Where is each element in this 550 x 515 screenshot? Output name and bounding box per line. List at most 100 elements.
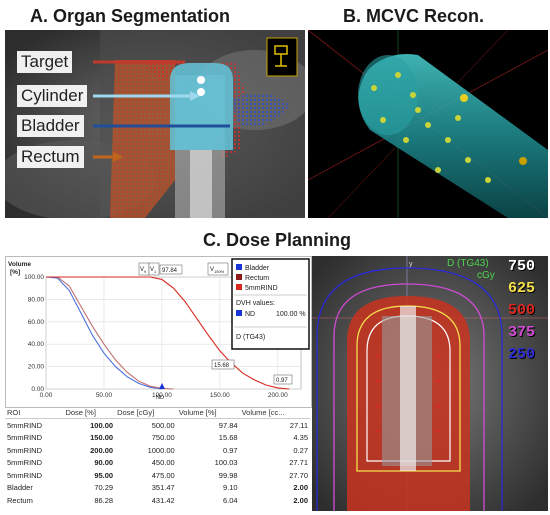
isodose-svg: y: [312, 256, 548, 511]
mcvc-svg: [308, 30, 548, 218]
dvh-values-label: DVH values:: [236, 300, 275, 307]
mcvc-reconstruction-image: [308, 30, 548, 218]
x-tick-label: 50.00: [96, 392, 113, 399]
cell-volume-pct: 6.04: [222, 495, 238, 505]
cell-dose-pct: 70.29: [94, 483, 114, 493]
cell-roi: 5mmRIND: [7, 433, 42, 443]
cylinder-applicator: [170, 63, 233, 150]
dvh-ylabel-2: [%]: [10, 269, 20, 276]
cell-roi: 5mmRIND: [7, 445, 42, 455]
cell-volume-cc: 27.71: [289, 458, 308, 468]
nd-label: ND: [245, 311, 255, 318]
y-tick-label: 20.00: [28, 364, 45, 371]
col-dose-pct: Dose [%]: [63, 407, 116, 419]
cell-dose-pct: 100.00: [90, 420, 114, 430]
marker-v150-sub: 150%: [214, 269, 225, 274]
legend-rectum: Rectum: [245, 275, 269, 282]
cell-volume-cc: 2.00: [293, 483, 308, 493]
marker-v100-sub: 1: [154, 269, 157, 274]
table-row[interactable]: 5mmRIND 200.00 1000.00 0.97 0.27: [5, 444, 310, 457]
table-row[interactable]: 5mmRIND 90.00 450.00 100.03 27.71: [5, 457, 310, 470]
panel-a-title: A. Organ Segmentation: [30, 6, 231, 26]
label-rectum: Rectum: [17, 146, 84, 168]
x-tick-label: 150.00: [210, 392, 230, 399]
legend-swatch-bladder: [236, 264, 242, 270]
nd-marker-icon: [159, 383, 165, 389]
marker-v90: V: [140, 267, 144, 273]
cell-dose-pct: 90.00: [94, 458, 114, 468]
cell-dose-pct: 95.00: [94, 470, 114, 480]
nd-value: 100.00 %: [276, 311, 306, 318]
y-tick-label: 80.00: [28, 296, 45, 303]
dvh-legend-box: [231, 258, 310, 350]
cell-dose-pct: 86.28: [94, 495, 114, 505]
label-target: Target: [17, 51, 73, 73]
cell-volume-pct: 99.98: [218, 470, 238, 480]
source-dot-1: [197, 76, 205, 84]
isodose-500: 500: [508, 302, 536, 319]
cell-dose-cgy: 431.42: [151, 495, 175, 505]
cell-dose-cgy: 450.00: [151, 458, 175, 468]
cell-volume-pct: 9.10: [222, 483, 238, 493]
table-row[interactable]: Rectum 86.28 431.42 6.04 2.00: [5, 494, 310, 507]
x-tick-label: 100.00: [152, 392, 172, 399]
bladder-region: [230, 93, 290, 127]
nd-swatch: [236, 310, 242, 316]
legend-5mmrind: 5mmRIND: [245, 285, 278, 292]
cell-volume-pct: 100.03: [214, 458, 238, 468]
cell-volume-pct: 0.97: [222, 445, 238, 455]
ct-segmentation-svg: [5, 30, 305, 218]
table-row[interactable]: Bladder 70.29 351.47 9.10 2.00: [5, 482, 310, 495]
label-bladder: Bladder: [17, 115, 84, 137]
col-volume-pct: Volume [%]: [176, 407, 240, 419]
x-tick-label: 0.00: [40, 392, 53, 399]
applicator-channel: [400, 306, 416, 471]
dwell-points: [376, 354, 440, 433]
cell-dose-cgy: 750.00: [151, 433, 175, 443]
series-line-5mmrind: [46, 276, 290, 390]
marker-point: [460, 94, 468, 102]
dose-table: ROI Dose [%] Dose [cGy] Volume [%] Volum…: [5, 407, 310, 507]
table-row[interactable]: 5mmRIND 95.00 475.00 99.98 27.70: [5, 469, 310, 482]
cell-volume-cc: 27.11: [289, 420, 308, 430]
cell-roi: Bladder: [7, 483, 33, 493]
cell-volume-pct: 15.68: [218, 433, 238, 443]
y-tick-label: 40.00: [28, 341, 45, 348]
isodose-625: 625: [508, 280, 536, 297]
isodose-title: D (TG43): [447, 258, 489, 269]
cell-dose-cgy: 500.00: [151, 420, 175, 430]
source-dot-2: [197, 88, 205, 96]
marker-v90-sub: 9: [144, 269, 147, 274]
orientation-icon: [266, 37, 298, 77]
marker-v100: V: [150, 267, 154, 273]
cell-dose-pct: 150.00: [90, 433, 114, 443]
cell-volume-cc: 4.35: [293, 433, 308, 443]
y-tick-label: 100.00: [24, 274, 44, 281]
dvh-tg43-label: D (TG43): [236, 334, 265, 341]
marker-97-84: 97.84: [162, 268, 178, 274]
y-tick-label: 0.00: [31, 386, 44, 393]
cell-dose-cgy: 475.00: [151, 470, 175, 480]
table-row[interactable]: 5mmRIND 100.00 500.00 97.84 27.11: [5, 419, 310, 432]
table-row[interactable]: 5mmRIND 150.00 750.00 15.68 4.35: [5, 432, 310, 445]
col-dose-cgy: Dose [cGy]: [115, 407, 177, 419]
dvh-chart: 100.00 80.00 60.00 40.00 20.00 0.00 0.00 50.00…: [5, 256, 312, 408]
series-line-rectum: [46, 276, 174, 390]
cell-roi: Rectum: [7, 495, 33, 505]
isodose-image: y D (TG43) cGy 750 625 500 375 250: [312, 256, 548, 511]
cell-volume-cc: 2.00: [293, 495, 308, 505]
cell-roi: 5mmRIND: [7, 470, 42, 480]
cell-dose-cgy: 351.47: [151, 483, 175, 493]
col-volume-cc: Volume [cc...: [239, 407, 310, 419]
axis-y-label: y: [409, 261, 413, 268]
panel-c-title: C. Dose Planning: [203, 230, 352, 250]
isodose-375-line: [333, 283, 485, 511]
cell-dose-pct: 200.00: [90, 445, 114, 455]
y-tick-label: 60.00: [28, 319, 45, 326]
dose-table-header: ROI Dose [%] Dose [cGy] Volume [%] Volum…: [5, 407, 310, 419]
cell-roi: 5mmRIND: [7, 420, 42, 430]
dvh-chart-svg: 100.00 80.00 60.00 40.00 20.00 0.00 0.00 50.00…: [8, 258, 310, 401]
cell-volume-cc: 27.70: [289, 470, 308, 480]
dvh-ylabel-1: Volume: [8, 261, 31, 268]
segmentation-image: Target Cylinder Bladder Rectum: [5, 30, 305, 218]
